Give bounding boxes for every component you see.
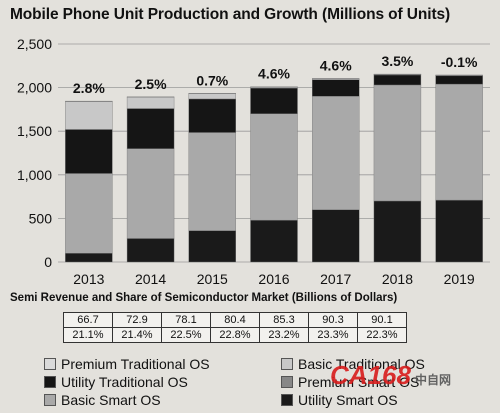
y-tick-label: 500: [29, 210, 53, 226]
bar-segment: [312, 79, 360, 97]
table-title: Semi Revenue and Share of Semiconductor …: [10, 292, 398, 304]
legend-swatch: [281, 393, 293, 406]
x-tick-label: 2013: [73, 271, 104, 287]
revenue-cell: 78.1: [161, 312, 211, 328]
y-tick-label: 1,500: [17, 123, 52, 139]
bar-segment: [188, 98, 236, 133]
revenue-cell: 72.9: [112, 312, 162, 328]
x-tick-label: 2014: [135, 271, 166, 287]
legend-swatch: [44, 375, 56, 388]
revenue-cell: 85.3: [259, 312, 309, 328]
growth-label: 2.8%: [73, 80, 105, 96]
legend-label: Basic Traditional OS: [298, 355, 425, 372]
bar-segment: [65, 101, 113, 130]
y-tick-label: 2,500: [17, 36, 52, 52]
bar-segment: [65, 173, 113, 254]
chart-legend: Premium Traditional OS Basic Traditional…: [44, 355, 494, 411]
growth-label: 3.5%: [381, 53, 413, 69]
y-tick-label: 0: [44, 254, 52, 270]
bar-segment: [373, 84, 422, 202]
share-cell: 22.5%: [161, 327, 211, 343]
x-tick-label: 2015: [197, 271, 228, 287]
x-tick-label: 2018: [382, 271, 413, 287]
legend-label: Premium Traditional OS: [61, 355, 210, 372]
legend-item-premium-smart-os: Premium Smart OS: [281, 373, 419, 390]
growth-label: 4.6%: [258, 66, 290, 82]
share-cell: 21.1%: [63, 327, 113, 343]
y-tick-label: 1,000: [17, 167, 52, 183]
share-cell: 22.3%: [357, 327, 407, 343]
bar-segment: [250, 113, 298, 221]
legend-item-basic-traditional-os: Basic Traditional OS: [281, 355, 425, 372]
stacked-bar-chart: 0 500 1,000 1,500 2,000 2,500 2.8% 2013 2.5% 2014…: [17, 36, 490, 287]
legend-label: Premium Smart OS: [298, 373, 420, 390]
revenue-cell: 90.3: [308, 312, 358, 328]
bar-segment: [435, 83, 483, 201]
legend-label: Utility Smart OS: [298, 391, 398, 408]
legend-label: Utility Traditional OS: [61, 373, 188, 390]
chart-title: Mobile Phone Unit Production and Growth …: [10, 6, 451, 23]
legend-swatch: [281, 375, 293, 388]
x-tick-label: 2017: [320, 271, 351, 287]
bar-segment: [126, 238, 175, 263]
share-cell: 22.8%: [210, 327, 260, 343]
share-cell: 23.3%: [308, 327, 358, 343]
bar-segment: [65, 253, 113, 263]
legend-swatch: [44, 393, 56, 406]
growth-label: -0.1%: [441, 54, 478, 70]
bar-segment: [312, 96, 360, 210]
share-row: 21.1% 21.4% 22.5% 22.8% 23.2% 23.3% 22.3…: [63, 327, 407, 343]
legend-item-utility-smart-os: Utility Smart OS: [281, 391, 398, 408]
y-tick-label: 2,000: [17, 80, 52, 96]
bar-segment: [373, 200, 422, 263]
revenue-cell: 66.7: [63, 312, 113, 328]
watermark-logo: CA168 中自网: [330, 360, 451, 391]
bar-segment: [373, 74, 422, 86]
bar-segment: [188, 93, 236, 100]
bar-segment: [250, 219, 298, 263]
share-cell: 23.2%: [259, 327, 309, 343]
bar-segment: [435, 75, 483, 85]
watermark-text: CA168: [330, 360, 411, 390]
revenue-cell: 90.1: [357, 312, 407, 328]
revenue-cell: 80.4: [210, 312, 260, 328]
legend-item-basic-smart-os: Basic Smart OS: [44, 391, 161, 408]
x-tick-label: 2019: [444, 271, 475, 287]
growth-label: 4.6%: [320, 57, 352, 73]
bar-segment: [126, 108, 175, 149]
bar-segment: [65, 129, 113, 174]
share-cell: 21.4%: [112, 327, 162, 343]
legend-label: Basic Smart OS: [61, 391, 161, 408]
legend-swatch: [281, 357, 293, 370]
legend-item-premium-traditional-os: Premium Traditional OS: [44, 355, 210, 372]
bar-segment: [312, 209, 360, 263]
x-tick-label: 2016: [258, 271, 289, 287]
legend-swatch: [44, 357, 56, 370]
legend-item-utility-traditional-os: Utility Traditional OS: [44, 373, 188, 390]
bar-segment: [188, 230, 236, 263]
bar-segment: [188, 132, 236, 231]
bar-segment: [435, 199, 483, 263]
revenue-row: 66.7 72.9 78.1 80.4 85.3 90.3 90.1: [63, 312, 407, 328]
growth-label: 2.5%: [135, 76, 167, 92]
bar-segment: [126, 148, 175, 239]
growth-label: 0.7%: [196, 72, 228, 88]
watermark-subtext: 中自网: [414, 373, 451, 387]
semi-revenue-table: 66.7 72.9 78.1 80.4 85.3 90.3 90.1 21.1%…: [63, 312, 407, 343]
bar-segment: [126, 96, 175, 109]
bar-segment: [250, 87, 298, 114]
